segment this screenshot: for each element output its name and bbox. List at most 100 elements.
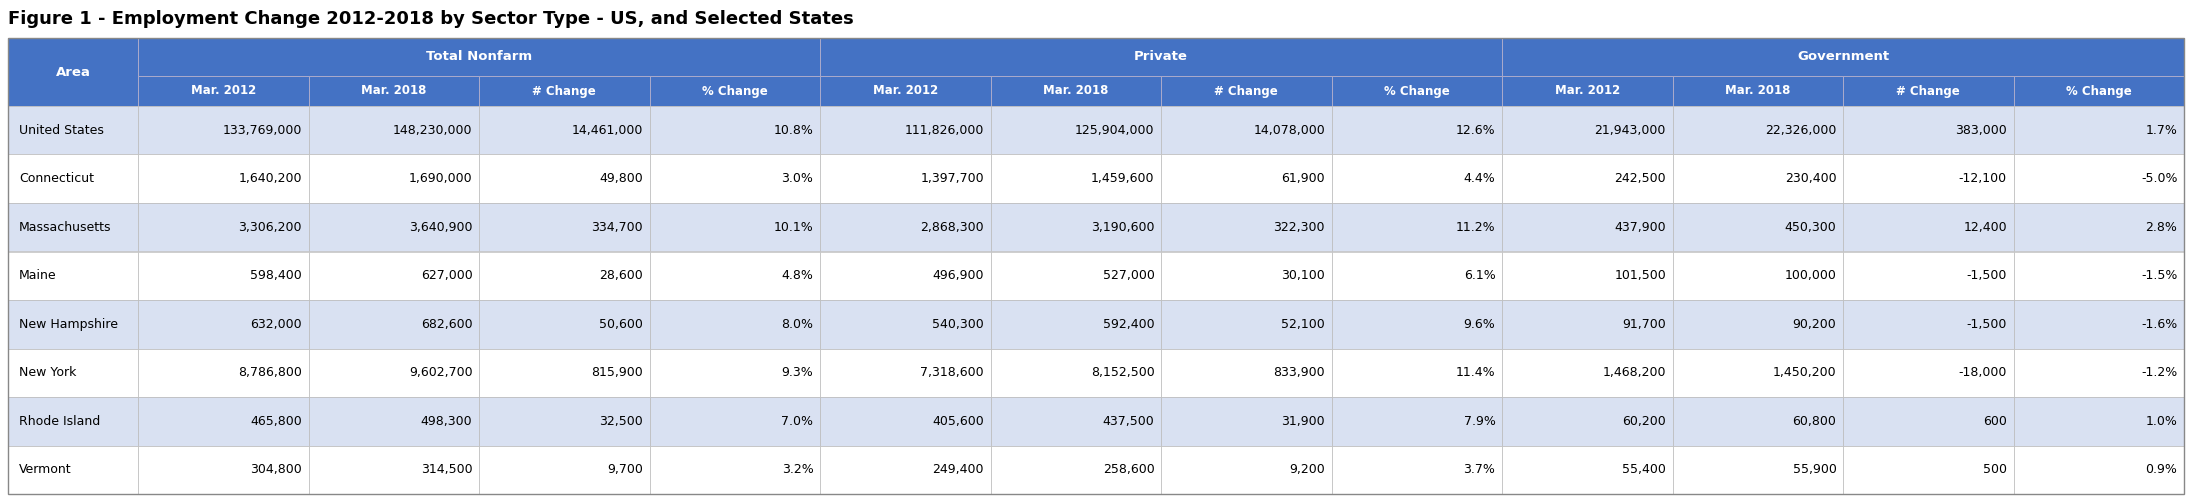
Text: -1.6%: -1.6%: [2142, 318, 2177, 331]
Text: -12,100: -12,100: [1960, 172, 2008, 185]
Bar: [1502, 38, 2183, 76]
Bar: [2014, 76, 2183, 106]
Bar: [649, 203, 820, 251]
Text: 833,900: 833,900: [1274, 366, 1324, 379]
Text: 60,800: 60,800: [1793, 415, 1837, 428]
Text: Mar. 2018: Mar. 2018: [1043, 85, 1109, 98]
Bar: [1162, 300, 1331, 349]
Bar: [820, 76, 991, 106]
Bar: [2014, 446, 2183, 494]
Bar: [9, 106, 138, 154]
Bar: [991, 203, 1162, 251]
Text: 1.7%: 1.7%: [2146, 124, 2177, 137]
Bar: [309, 251, 480, 300]
Bar: [1502, 154, 1672, 203]
Text: 383,000: 383,000: [1955, 124, 2008, 137]
Text: 61,900: 61,900: [1282, 172, 1324, 185]
Text: 14,078,000: 14,078,000: [1254, 124, 1324, 137]
Text: 249,400: 249,400: [932, 463, 984, 476]
Text: Mar. 2012: Mar. 2012: [191, 85, 256, 98]
Text: 592,400: 592,400: [1103, 318, 1155, 331]
Text: 91,700: 91,700: [1622, 318, 1666, 331]
Bar: [1502, 203, 1672, 251]
Bar: [9, 203, 138, 251]
Text: 258,600: 258,600: [1103, 463, 1155, 476]
Text: 815,900: 815,900: [592, 366, 642, 379]
Bar: [820, 300, 991, 349]
Bar: [1672, 397, 1843, 446]
Text: 598,400: 598,400: [250, 269, 302, 282]
Text: % Change: % Change: [701, 85, 767, 98]
Bar: [2014, 203, 2183, 251]
Bar: [1331, 300, 1502, 349]
Bar: [1331, 106, 1502, 154]
Bar: [9, 446, 138, 494]
Text: 632,000: 632,000: [250, 318, 302, 331]
Bar: [2014, 106, 2183, 154]
Bar: [1843, 349, 2014, 397]
Bar: [649, 397, 820, 446]
Bar: [820, 106, 991, 154]
Text: 52,100: 52,100: [1280, 318, 1324, 331]
Bar: [1162, 76, 1331, 106]
Bar: [649, 154, 820, 203]
Text: # Change: # Change: [1214, 85, 1278, 98]
Text: 7.0%: 7.0%: [780, 415, 813, 428]
Bar: [1162, 251, 1331, 300]
Bar: [309, 76, 480, 106]
Text: 3.0%: 3.0%: [783, 172, 813, 185]
Bar: [309, 106, 480, 154]
Text: 9.3%: 9.3%: [783, 366, 813, 379]
Text: 30,100: 30,100: [1280, 269, 1324, 282]
Text: # Change: # Change: [1896, 85, 1960, 98]
Bar: [480, 203, 649, 251]
Text: 28,600: 28,600: [598, 269, 642, 282]
Bar: [1502, 76, 1672, 106]
Text: 148,230,000: 148,230,000: [392, 124, 473, 137]
Bar: [480, 397, 649, 446]
Text: 3,306,200: 3,306,200: [239, 221, 302, 234]
Bar: [480, 106, 649, 154]
Bar: [480, 251, 649, 300]
Bar: [9, 154, 138, 203]
Bar: [991, 76, 1162, 106]
Text: -18,000: -18,000: [1957, 366, 2008, 379]
Bar: [649, 76, 820, 106]
Text: 100,000: 100,000: [1784, 269, 1837, 282]
Text: Figure 1 - Employment Change 2012-2018 by Sector Type - US, and Selected States: Figure 1 - Employment Change 2012-2018 b…: [9, 10, 853, 28]
Bar: [820, 397, 991, 446]
Bar: [309, 446, 480, 494]
Bar: [1331, 251, 1502, 300]
Bar: [991, 397, 1162, 446]
Text: -5.0%: -5.0%: [2142, 172, 2177, 185]
Bar: [480, 76, 649, 106]
Bar: [1162, 106, 1331, 154]
Text: Mar. 2018: Mar. 2018: [1725, 85, 1791, 98]
Text: 31,900: 31,900: [1282, 415, 1324, 428]
Text: 437,900: 437,900: [1613, 221, 1666, 234]
Text: 32,500: 32,500: [598, 415, 642, 428]
Text: Maine: Maine: [20, 269, 57, 282]
Text: 500: 500: [1984, 463, 2008, 476]
Bar: [1502, 349, 1672, 397]
Text: 22,326,000: 22,326,000: [1765, 124, 1837, 137]
Bar: [1843, 76, 2014, 106]
Bar: [1502, 397, 1672, 446]
Text: 50,600: 50,600: [598, 318, 642, 331]
Text: 4.8%: 4.8%: [783, 269, 813, 282]
Bar: [820, 446, 991, 494]
Text: 6.1%: 6.1%: [1464, 269, 1495, 282]
Text: # Change: # Change: [533, 85, 596, 98]
Text: 55,900: 55,900: [1793, 463, 1837, 476]
Text: 8.0%: 8.0%: [780, 318, 813, 331]
Bar: [1162, 446, 1331, 494]
Bar: [1843, 300, 2014, 349]
Text: Mar. 2012: Mar. 2012: [872, 85, 938, 98]
Text: 527,000: 527,000: [1103, 269, 1155, 282]
Text: 12.6%: 12.6%: [1455, 124, 1495, 137]
Text: 133,769,000: 133,769,000: [224, 124, 302, 137]
Text: 7,318,600: 7,318,600: [921, 366, 984, 379]
Text: 682,600: 682,600: [421, 318, 473, 331]
Bar: [2014, 300, 2183, 349]
Text: 21,943,000: 21,943,000: [1594, 124, 1666, 137]
